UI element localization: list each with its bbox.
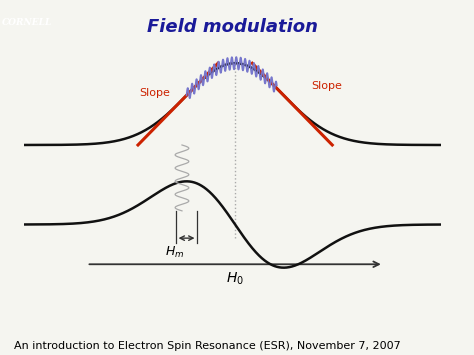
Text: An introduction to Electron Spin Resonance (ESR), November 7, 2007: An introduction to Electron Spin Resonan… <box>14 342 401 351</box>
Text: Slope: Slope <box>140 88 171 98</box>
Text: Slope: Slope <box>311 81 342 91</box>
Text: $H_0$: $H_0$ <box>226 271 244 288</box>
Text: CORNELL: CORNELL <box>2 18 53 27</box>
Text: $H_m$: $H_m$ <box>165 245 184 260</box>
Text: Field modulation: Field modulation <box>147 18 318 36</box>
